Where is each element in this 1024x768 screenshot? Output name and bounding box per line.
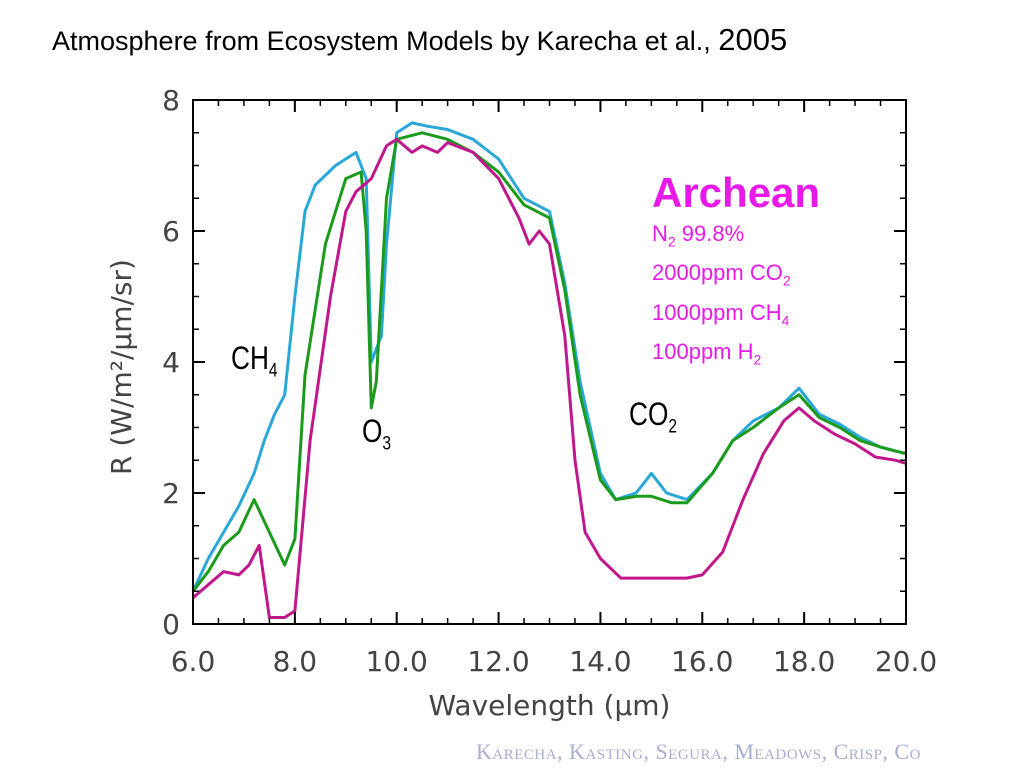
x-tick-label: 16.0 [671, 645, 733, 678]
x-tick-label: 18.0 [773, 645, 835, 678]
x-tick-label: 6.0 [171, 645, 216, 678]
legend-line: N2 99.8% [652, 221, 745, 250]
y-axis-label: R (W/m²/μm/sr) [105, 259, 138, 475]
series-line-1 [191, 131, 907, 593]
annotation-ch4: CH4 [231, 340, 278, 382]
legend-era: Archean [652, 169, 821, 216]
y-tick-label: 8 [162, 84, 180, 117]
annotation-co2: CO2 [629, 396, 678, 438]
slide-title-year: 2005 [718, 22, 788, 57]
legend-line: 2000ppm CO2 [652, 260, 791, 289]
slide-title-text: Atmosphere from Ecosystem Models by Kare… [52, 26, 704, 56]
x-tick-label: 12.0 [467, 645, 529, 678]
x-tick-label: 20.0 [875, 645, 937, 678]
y-tick-label: 4 [162, 346, 180, 379]
x-axis-label: Wavelength (μm) [429, 689, 671, 722]
y-tick-label: 0 [162, 608, 180, 641]
series-line-0 [191, 121, 907, 592]
x-tick-label: 8.0 [273, 645, 318, 678]
y-tick-label: 6 [162, 215, 180, 248]
x-tick-label: 10.0 [366, 645, 428, 678]
y-tick-label: 2 [162, 477, 180, 510]
composition-legend: Archean N2 99.8% 2000ppm CO2 1000ppm CH4… [652, 168, 820, 376]
spectrum-chart: 6.0 8.0 10.0 12.0 14.0 16.0 18.0 20.0 0 2 4 6 8 Wavel… [105, 84, 937, 722]
legend-line: 100ppm H2 [652, 339, 762, 368]
citation-credit: Karecha, Kasting, Segura, Meadows, Crisp… [476, 739, 921, 764]
slide-title-sep: , [703, 26, 719, 56]
x-tick-label: 14.0 [569, 645, 631, 678]
series-line-2 [192, 137, 907, 619]
slide-title: Atmosphere from Ecosystem Models by Kare… [52, 22, 1012, 58]
annotation-o3: O3 [362, 413, 392, 455]
legend-line: 1000ppm CH4 [652, 299, 790, 329]
